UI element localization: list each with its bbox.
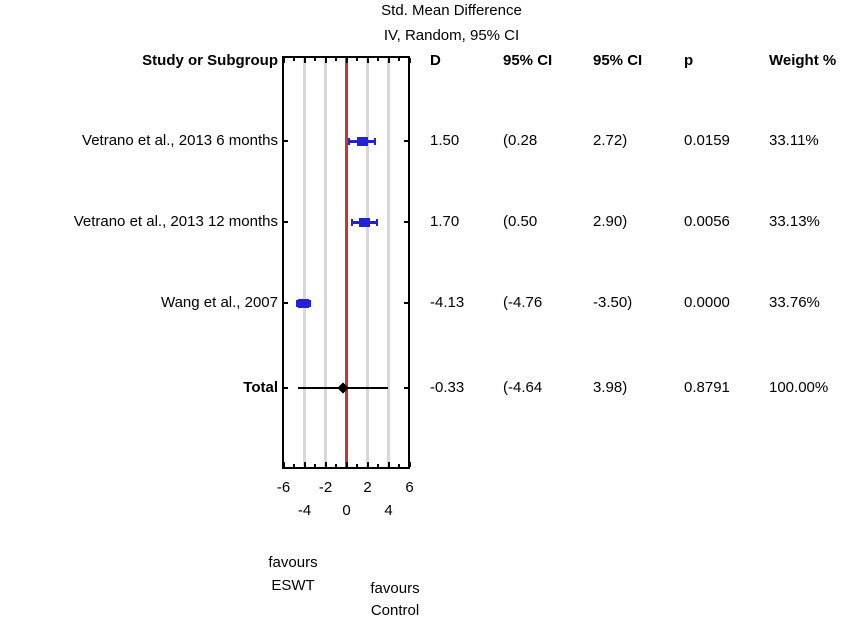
x-minor-tick xyxy=(335,58,337,61)
study-ci-cap-right xyxy=(375,218,378,226)
x-minor-tick xyxy=(377,58,379,61)
column-header-p: p xyxy=(684,52,694,69)
gridline xyxy=(366,58,369,467)
x-minor-tick xyxy=(356,464,358,467)
row-tick-left xyxy=(284,387,288,389)
p-value: 0.0159 xyxy=(684,132,730,149)
row-tick-left xyxy=(284,140,288,142)
study-label: Wang et al., 2007 xyxy=(160,294,278,311)
p-value: 0.0056 xyxy=(684,213,730,230)
x-major-tick xyxy=(408,462,411,467)
chart-title: Std. Mean Difference xyxy=(381,2,522,19)
gridline xyxy=(387,58,390,467)
ci-upper-value: 2.72) xyxy=(593,132,628,149)
favours-left-line2: ESWT xyxy=(271,577,315,594)
x-tick-label: -4 xyxy=(297,502,312,519)
study-ci-cap-right xyxy=(374,137,377,145)
x-major-tick xyxy=(303,462,306,467)
row-tick-left xyxy=(284,221,288,223)
ci-lower-value: (0.50 xyxy=(503,213,538,230)
row-tick-left xyxy=(284,302,288,304)
ci-upper-value: 2.90) xyxy=(593,213,628,230)
x-major-tick xyxy=(282,58,285,63)
x-major-tick xyxy=(387,462,390,467)
x-tick-label: -2 xyxy=(318,479,333,496)
favours-right-line1: favours xyxy=(370,580,420,597)
ci-lower-value: (-4.64 xyxy=(503,379,543,396)
x-tick-label: 0 xyxy=(342,502,351,519)
x-tick-label: -6 xyxy=(276,479,291,496)
weight-value: 33.76% xyxy=(769,294,820,311)
plot-frame xyxy=(282,56,410,469)
study-point-marker xyxy=(297,298,309,308)
zero-line xyxy=(345,58,348,467)
x-tick-label: 2 xyxy=(363,479,372,496)
x-tick-label: 4 xyxy=(384,502,393,519)
study-ci-cap-right xyxy=(308,299,311,307)
x-minor-tick xyxy=(398,58,400,61)
d-value: 1.70 xyxy=(430,213,460,230)
weight-value: 100.00% xyxy=(769,379,829,396)
ci-upper-value: 3.98) xyxy=(593,379,628,396)
weight-value: 33.13% xyxy=(769,213,820,230)
x-minor-tick xyxy=(377,464,379,467)
column-header-ci-upper: 95% CI xyxy=(593,52,643,69)
d-value: -0.33 xyxy=(430,379,465,396)
study-point-marker xyxy=(358,217,370,227)
x-minor-tick xyxy=(314,464,316,467)
x-major-tick xyxy=(303,58,306,63)
x-major-tick xyxy=(366,462,369,467)
p-value: 0.8791 xyxy=(684,379,730,396)
column-header-weight: Weight % xyxy=(769,52,837,69)
total-label: Total xyxy=(243,379,278,396)
study-ci-cap-left xyxy=(348,137,351,145)
row-tick-right xyxy=(404,302,408,304)
row-tick-right xyxy=(404,221,408,223)
study-label: Vetrano et al., 2013 12 months xyxy=(73,213,278,230)
study-label: Vetrano et al., 2013 6 months xyxy=(82,132,278,149)
ci-lower-value: (0.28 xyxy=(503,132,538,149)
column-header-ci-lower: 95% CI xyxy=(503,52,553,69)
favours-left-line1: favours xyxy=(268,554,318,571)
x-major-tick xyxy=(366,58,369,63)
x-major-tick xyxy=(324,58,327,63)
d-value: 1.50 xyxy=(430,132,460,149)
x-minor-tick xyxy=(356,58,358,61)
study-ci-cap-left xyxy=(295,299,298,307)
x-tick-label: 6 xyxy=(405,479,414,496)
d-value: -4.13 xyxy=(430,294,465,311)
x-minor-tick xyxy=(293,464,295,467)
x-major-tick xyxy=(345,58,348,63)
column-header-d: D xyxy=(430,52,441,69)
x-major-tick xyxy=(324,462,327,467)
row-tick-right xyxy=(404,387,408,389)
chart-subtitle: IV, Random, 95% CI xyxy=(383,27,520,44)
x-major-tick xyxy=(408,58,411,63)
x-major-tick xyxy=(282,462,285,467)
study-ci-cap-left xyxy=(350,218,353,226)
ci-upper-value: -3.50) xyxy=(593,294,633,311)
favours-right-line2: Control xyxy=(370,602,420,619)
weight-value: 33.11% xyxy=(769,132,819,149)
gridline xyxy=(303,58,306,467)
x-minor-tick xyxy=(293,58,295,61)
x-major-tick xyxy=(387,58,390,63)
x-minor-tick xyxy=(335,464,337,467)
chart-title-block: Std. Mean Difference IV, Random, 95% CI xyxy=(283,2,620,46)
ci-lower-value: (-4.76 xyxy=(503,294,543,311)
x-minor-tick xyxy=(398,464,400,467)
x-major-tick xyxy=(345,462,348,467)
gridline xyxy=(324,58,327,467)
row-tick-right xyxy=(404,140,408,142)
column-header-study: Study or Subgroup xyxy=(142,52,278,69)
p-value: 0.0000 xyxy=(684,294,730,311)
study-point-marker xyxy=(356,136,368,146)
x-minor-tick xyxy=(314,58,316,61)
